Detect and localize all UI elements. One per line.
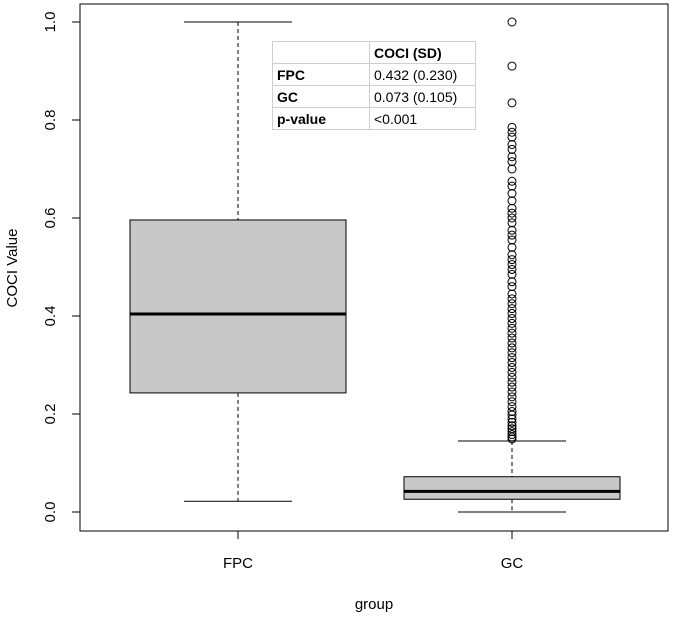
- outlier-point: [507, 164, 517, 174]
- outlier-point: [507, 353, 517, 363]
- y-tick-label: 0.4: [42, 306, 59, 327]
- box-group-gc: [403, 17, 621, 513]
- outlier-point: [507, 132, 517, 142]
- outlier-point: [507, 269, 517, 279]
- outlier-point: [507, 387, 517, 397]
- outlier-point: [507, 196, 517, 206]
- outlier-point: [507, 242, 517, 252]
- box-iqr: [129, 219, 347, 394]
- outlier-point: [507, 318, 517, 328]
- outlier-point: [507, 255, 517, 265]
- outlier-point: [507, 367, 517, 377]
- summary-row-label: GC: [272, 85, 370, 108]
- x-tick-label: GC: [501, 555, 524, 572]
- outlier-point: [507, 304, 517, 314]
- outlier-point: [507, 264, 517, 274]
- summary-table: COCI (SD) FPC 0.432 (0.230) GC 0.073 (0.…: [272, 41, 476, 130]
- outlier-point: [507, 294, 517, 304]
- outlier-point: [507, 282, 517, 292]
- outlier-point: [507, 410, 517, 420]
- outlier-point: [507, 189, 517, 198]
- outlier-point: [507, 430, 517, 440]
- x-axis-label: group: [355, 596, 393, 613]
- outlier-point: [507, 140, 517, 149]
- outlier-point: [507, 260, 517, 270]
- outlier-point: [507, 218, 517, 228]
- summary-header-coci: COCI (SD): [369, 41, 476, 64]
- outlier-point: [507, 235, 517, 245]
- outlier-point: [507, 289, 517, 299]
- summary-row-value: <0.001: [369, 107, 476, 130]
- y-tick-label: 1.0: [42, 12, 59, 33]
- outlier-point: [507, 230, 517, 240]
- outlier-point: [507, 333, 517, 343]
- outlier-point: [507, 61, 517, 71]
- summary-row-label: FPC: [272, 63, 370, 86]
- outlier-point: [507, 176, 517, 186]
- outlier-point: [507, 98, 517, 108]
- outlier-point: [507, 377, 517, 387]
- outlier-point: [507, 382, 517, 392]
- outlier-point: [507, 427, 517, 437]
- outlier-point: [507, 392, 517, 402]
- y-tick-label: 0.8: [42, 110, 59, 131]
- outlier-point: [507, 152, 517, 162]
- box-group-fpc: [129, 21, 347, 502]
- y-tick-label: 0.0: [42, 502, 59, 523]
- summary-row-gc: GC 0.073 (0.105): [272, 85, 476, 108]
- outlier-point: [507, 328, 517, 338]
- y-tick-label: 0.6: [42, 208, 59, 229]
- y-tick-label: 0.2: [42, 404, 59, 425]
- outlier-point: [507, 323, 517, 333]
- outlier-point: [507, 414, 517, 424]
- summary-table-header: COCI (SD): [272, 41, 476, 64]
- outlier-point: [507, 250, 517, 260]
- y-axis: 0.0 0.2 0.4 0.6 0.8 1.0: [42, 12, 81, 523]
- y-axis-label: COCI Value: [4, 229, 21, 308]
- outlier-point: [507, 181, 517, 191]
- outlier-point: [507, 402, 517, 412]
- outlier-point: [507, 313, 517, 323]
- box-iqr: [403, 476, 621, 500]
- outlier-point: [507, 277, 517, 287]
- outlier-point: [507, 225, 517, 235]
- outlier-point: [507, 372, 517, 382]
- outlier-point: [507, 203, 517, 213]
- outlier-point: [507, 17, 517, 27]
- outlier-point: [507, 127, 517, 137]
- outlier-point: [507, 338, 517, 348]
- outlier-point: [507, 122, 517, 132]
- outlier-point: [507, 362, 517, 372]
- summary-row-fpc: FPC 0.432 (0.230): [272, 63, 476, 86]
- summary-row-pvalue: p-value <0.001: [272, 107, 476, 130]
- outlier-point: [507, 421, 517, 431]
- x-axis: FPC GC: [223, 531, 523, 572]
- outlier-point: [507, 309, 517, 319]
- outlier-point: [507, 299, 517, 309]
- outlier-point: [507, 208, 517, 218]
- summary-header-empty: [272, 41, 370, 64]
- summary-row-value: 0.073 (0.105): [369, 85, 476, 108]
- outlier-point: [507, 397, 517, 407]
- summary-row-value: 0.432 (0.230): [369, 63, 476, 86]
- outlier-point: [507, 417, 517, 427]
- outlier-point: [507, 213, 517, 223]
- outlier-point: [507, 434, 517, 444]
- outlier-point: [507, 157, 517, 167]
- summary-row-label: p-value: [272, 107, 370, 130]
- outlier-point: [507, 144, 517, 154]
- boxes-layer: [129, 17, 621, 513]
- x-tick-label: FPC: [223, 555, 253, 572]
- outlier-point: [507, 407, 517, 417]
- outlier-point: [507, 348, 517, 358]
- outlier-point: [507, 343, 517, 353]
- outlier-point: [507, 358, 517, 368]
